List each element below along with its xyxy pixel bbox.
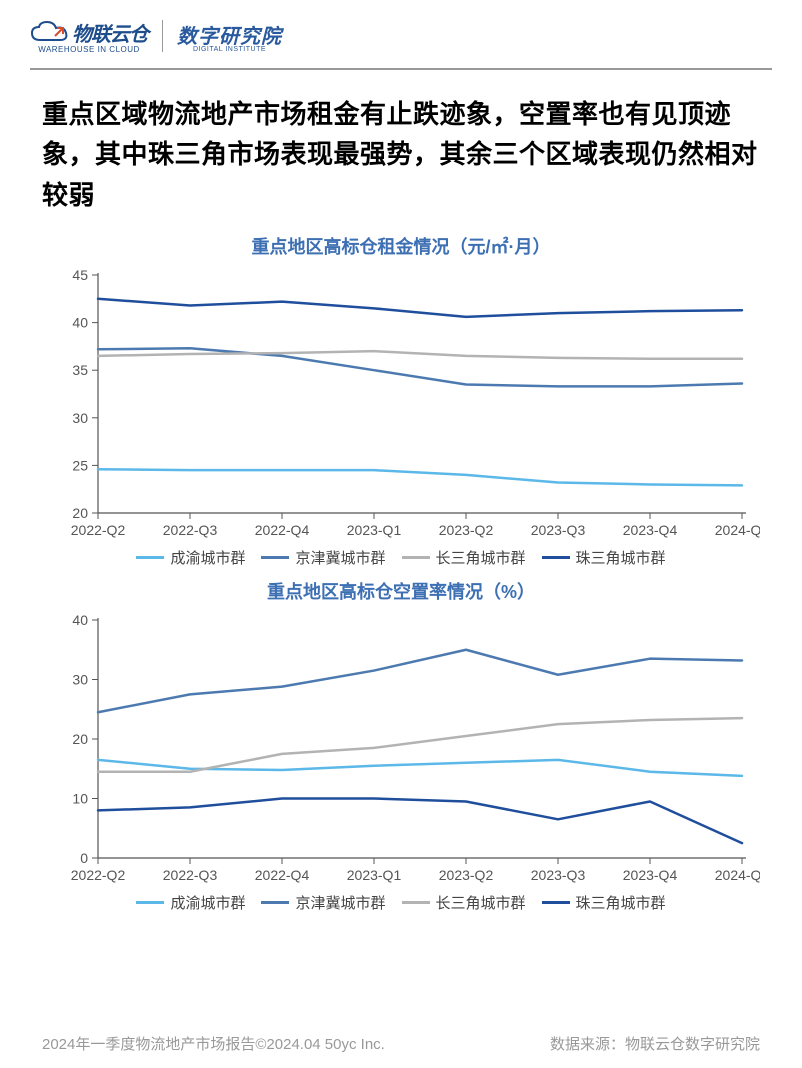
- svg-text:40: 40: [72, 314, 88, 330]
- legend-label: 长三角城市群: [436, 547, 526, 568]
- legend-label: 京津冀城市群: [295, 892, 385, 913]
- chart1-wrap: 20 25 30 35 40 45 2022-Q2 2022-Q3 2022-Q4 2023-Q1…: [42, 263, 760, 543]
- svg-text:2022-Q3: 2022-Q3: [163, 867, 218, 883]
- legend-label: 珠三角城市群: [576, 547, 666, 568]
- legend-item: 成渝城市群: [136, 892, 245, 913]
- chart1-section: 重点地区高标仓租金情况（元/㎡·月） 2025303540452022-Q220…: [0, 233, 802, 568]
- chart2-svg: 0 10 20 30 40 2022-Q2 2022-Q3 2022-Q4 2023-Q1 202…: [42, 608, 760, 888]
- svg-text:30: 30: [72, 410, 88, 426]
- svg-text:10: 10: [72, 790, 88, 806]
- svg-text:20: 20: [72, 731, 88, 747]
- footer-left: 2024年一季度物流地产市场报告©2024.04 50yc Inc.: [42, 1033, 385, 1054]
- svg-text:2022-Q2: 2022-Q2: [71, 522, 126, 538]
- header: 物联云仓 WAREHOUSE IN CLOUD 数字研究院 DIGITAL IN…: [0, 0, 802, 64]
- legend-item: 珠三角城市群: [542, 892, 666, 913]
- legend-label: 长三角城市群: [436, 892, 526, 913]
- logo1-main-text: 物联云仓: [72, 18, 148, 47]
- svg-text:2022-Q3: 2022-Q3: [163, 522, 218, 538]
- legend-swatch: [136, 901, 164, 904]
- legend-item: 京津冀城市群: [261, 547, 385, 568]
- page-title: 重点区域物流地产市场租金有止跌迹象，空置率也有见顶迹象，其中珠三角市场表现最强势…: [0, 70, 802, 223]
- svg-text:0: 0: [80, 850, 88, 866]
- svg-text:2022-Q4: 2022-Q4: [255, 522, 310, 538]
- footer: 2024年一季度物流地产市场报告©2024.04 50yc Inc. 数据来源：…: [0, 1033, 802, 1054]
- legend-swatch: [136, 556, 164, 559]
- svg-text:2023-Q3: 2023-Q3: [531, 867, 586, 883]
- legend-item: 长三角城市群: [402, 892, 526, 913]
- chart2-section: 重点地区高标仓空置率情况（%） 0 10 20 30 40 2022-Q2 2022-Q3 2…: [0, 578, 802, 913]
- logo-warehouse-in-cloud: 物联云仓 WAREHOUSE IN CLOUD: [30, 18, 148, 54]
- svg-text:2024-Q1: 2024-Q1: [715, 867, 760, 883]
- logo-digital-institute: 数字研究院 DIGITAL INSTITUTE: [177, 20, 282, 53]
- svg-text:45: 45: [72, 267, 88, 283]
- legend-swatch: [402, 556, 430, 559]
- legend-swatch: [542, 901, 570, 904]
- svg-text:2023-Q1: 2023-Q1: [347, 867, 402, 883]
- legend-swatch: [261, 901, 289, 904]
- chart1-legend: 成渝城市群 京津冀城市群 长三角城市群 珠三角城市群: [42, 547, 760, 568]
- chart2-wrap: 0 10 20 30 40 2022-Q2 2022-Q3 2022-Q4 2023-Q1 202…: [42, 608, 760, 888]
- legend-swatch: [542, 556, 570, 559]
- svg-text:25: 25: [72, 457, 88, 473]
- svg-text:2024-Q1: 2024-Q1: [715, 522, 760, 538]
- svg-text:30: 30: [72, 671, 88, 687]
- logo2-sub-text: DIGITAL INSTITUTE: [177, 46, 282, 53]
- svg-text:2023-Q2: 2023-Q2: [439, 522, 494, 538]
- legend-item: 长三角城市群: [402, 547, 526, 568]
- svg-text:35: 35: [72, 362, 88, 378]
- svg-text:40: 40: [72, 612, 88, 628]
- legend-label: 珠三角城市群: [576, 892, 666, 913]
- svg-text:2023-Q3: 2023-Q3: [531, 522, 586, 538]
- chart2-title: 重点地区高标仓空置率情况（%）: [42, 578, 760, 604]
- svg-text:2023-Q2: 2023-Q2: [439, 867, 494, 883]
- header-divider: [162, 20, 163, 52]
- legend-label: 京津冀城市群: [295, 547, 385, 568]
- svg-text:2022-Q2: 2022-Q2: [71, 867, 126, 883]
- svg-text:2023-Q4: 2023-Q4: [623, 867, 678, 883]
- cloud-icon: [30, 20, 70, 46]
- legend-swatch: [261, 556, 289, 559]
- logo2-main-text: 数字研究院: [177, 20, 282, 49]
- svg-text:20: 20: [72, 505, 88, 521]
- legend-item: 成渝城市群: [136, 547, 245, 568]
- svg-text:2023-Q1: 2023-Q1: [347, 522, 402, 538]
- svg-text:2023-Q4: 2023-Q4: [623, 522, 678, 538]
- svg-text:2022-Q4: 2022-Q4: [255, 867, 310, 883]
- legend-swatch: [402, 901, 430, 904]
- footer-right: 数据来源：物联云仓数字研究院: [550, 1033, 760, 1054]
- legend-item: 京津冀城市群: [261, 892, 385, 913]
- chart2-legend: 成渝城市群 京津冀城市群 长三角城市群 珠三角城市群: [42, 892, 760, 913]
- logo1-sub-text: WAREHOUSE IN CLOUD: [38, 45, 140, 54]
- legend-label: 成渝城市群: [170, 547, 245, 568]
- legend-label: 成渝城市群: [170, 892, 245, 913]
- chart1-title: 重点地区高标仓租金情况（元/㎡·月）: [42, 233, 760, 259]
- legend-item: 珠三角城市群: [542, 547, 666, 568]
- chart1-svg: 20 25 30 35 40 45 2022-Q2 2022-Q3 2022-Q4 2023-Q1…: [42, 263, 760, 543]
